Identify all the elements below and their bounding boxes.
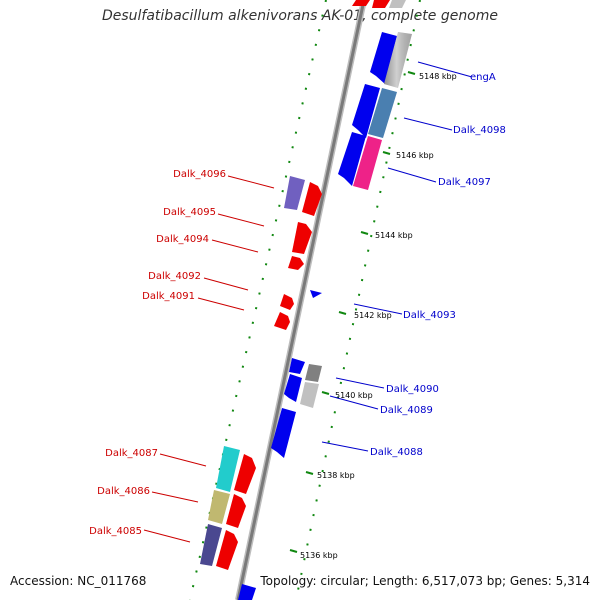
gene-top-partial-gray[interactable]	[389, 0, 406, 8]
left-gene-labels: Dalk_4096 Dalk_4095 Dalk_4094 Dalk_4092 …	[89, 169, 226, 537]
right-gene-labels: engA Dalk_4098 Dalk_4097 Dalk_4093 Dalk_…	[370, 72, 506, 458]
gene-4092[interactable]	[288, 256, 304, 270]
kbp-label: 5146 kbp	[396, 151, 434, 160]
gene-label-dalk-4094[interactable]: Dalk_4094	[156, 234, 209, 245]
accession-text: Accession: NC_011768	[10, 574, 147, 588]
gene-label-dalk-4087[interactable]: Dalk_4087	[105, 448, 158, 459]
forward-genes	[200, 0, 370, 570]
gene-4097-blue[interactable]	[338, 132, 366, 186]
gene-label-dalk-4089[interactable]: Dalk_4089	[380, 405, 433, 416]
gene-4091-a[interactable]	[280, 294, 294, 310]
gene-bottom-blue[interactable]	[238, 584, 256, 600]
gene-4085-darkslate[interactable]	[200, 524, 222, 566]
kbp-label: 5136 kbp	[300, 551, 338, 560]
gene-label-dalk-4095[interactable]: Dalk_4095	[163, 207, 216, 218]
gene-4090-gray[interactable]	[305, 364, 322, 382]
gene-4098-steelblue[interactable]	[368, 88, 397, 138]
reverse-genes	[238, 0, 412, 600]
gene-4089-lightgray[interactable]	[300, 382, 319, 408]
gene-4086-khaki[interactable]	[208, 490, 230, 524]
gene-label-dalk-4096[interactable]: Dalk_4096	[173, 169, 226, 180]
gene-top-partial[interactable]	[372, 0, 390, 8]
gene-4085-red[interactable]	[216, 530, 238, 570]
gene-label-dalk-4092[interactable]: Dalk_4092	[148, 271, 201, 282]
gene-4096-red[interactable]	[302, 182, 322, 216]
kbp-label: 5148 kbp	[419, 72, 457, 81]
gene-label-dalk-4091[interactable]: Dalk_4091	[142, 291, 195, 302]
outer-dotted-guide	[295, 0, 421, 600]
genome-title: Desulfatibacillum alkenivorans AK-01, co…	[101, 8, 499, 24]
gene-engA-blue[interactable]	[370, 32, 397, 84]
gene-label-dalk-4088[interactable]: Dalk_4088	[370, 447, 423, 458]
gene-top-left-red[interactable]	[352, 0, 370, 6]
gene-engA-gray-shade	[384, 32, 412, 88]
gene-4089-blue[interactable]	[284, 374, 302, 402]
right-label-leaders	[321, 61, 473, 452]
gene-4091-b[interactable]	[274, 312, 290, 330]
kbp-label: 5140 kbp	[335, 391, 373, 400]
gene-4090-blue[interactable]	[289, 358, 305, 374]
left-label-leaders	[143, 175, 275, 543]
gene-4093[interactable]	[310, 290, 322, 298]
gene-4098-blue[interactable]	[352, 84, 380, 138]
gene-label-dalk-4090[interactable]: Dalk_4090	[386, 384, 439, 395]
kbp-ticks	[289, 71, 416, 553]
gene-4097-magenta[interactable]	[353, 136, 382, 190]
kbp-label: 5138 kbp	[317, 471, 355, 480]
gene-label-dalk-4093[interactable]: Dalk_4093	[403, 310, 456, 321]
gene-4088[interactable]	[271, 408, 296, 458]
kbp-label: 5142 kbp	[354, 311, 392, 320]
gene-4087-red[interactable]	[234, 454, 256, 494]
gene-label-dalk-4097[interactable]: Dalk_4097	[438, 177, 491, 188]
backbone	[236, 0, 366, 600]
gene-label-dalk-4086[interactable]: Dalk_4086	[97, 486, 150, 497]
gene-label-dalk-4098[interactable]: Dalk_4098	[453, 125, 506, 136]
gene-4096-slate[interactable]	[284, 176, 305, 210]
gene-label-engA[interactable]: engA	[470, 72, 496, 83]
kbp-label: 5144 kbp	[375, 231, 413, 240]
gene-4086-red[interactable]	[226, 494, 246, 528]
topology-text: Topology: circular; Length: 6,517,073 bp…	[260, 574, 590, 588]
gene-4087-cyan[interactable]	[216, 446, 240, 492]
gene-4094[interactable]	[292, 222, 312, 254]
kbp-labels: 5148 kbp 5146 kbp 5144 kbp 5142 kbp 5140…	[300, 72, 457, 560]
gene-label-dalk-4085[interactable]: Dalk_4085	[89, 526, 142, 537]
